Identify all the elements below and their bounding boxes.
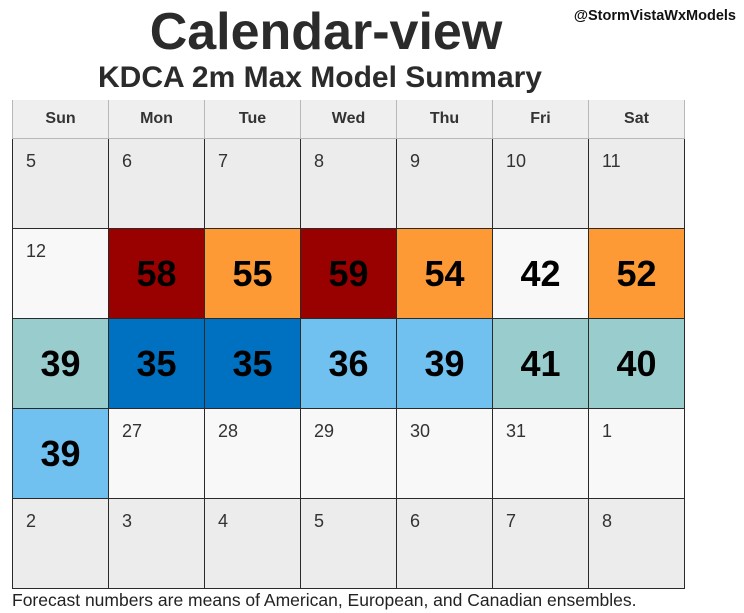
temperature-value: 35 xyxy=(232,342,273,384)
temperature-value: 39 xyxy=(424,342,465,384)
day-cell: 55 xyxy=(204,228,301,319)
day-number: 7 xyxy=(218,151,229,171)
day-cell: 4 xyxy=(204,498,301,589)
footnote: Forecast numbers are means of American, … xyxy=(12,590,637,610)
day-number: 30 xyxy=(410,421,431,441)
day-cell: 12 xyxy=(12,228,109,319)
temperature-value: 40 xyxy=(616,342,657,384)
temperature-value: 36 xyxy=(328,342,369,384)
day-number: 1 xyxy=(602,421,613,441)
temperature-value: 39 xyxy=(40,432,81,474)
day-cell: 59 xyxy=(300,228,397,319)
day-cell: 7 xyxy=(204,138,301,229)
day-cell: 39 xyxy=(12,408,109,499)
temperature-value: 39 xyxy=(40,342,81,384)
day-number: 12 xyxy=(26,241,47,261)
day-number: 5 xyxy=(314,511,325,531)
weekday-header-tue: Tue xyxy=(204,100,301,139)
day-cell: 5 xyxy=(12,138,109,229)
calendar-grid: Sun Mon Tue Wed Thu Fri Sat 5 6 7 8 9 10 11 12 58 55 59 5… xyxy=(12,100,685,589)
day-cell: 54 xyxy=(396,228,493,319)
day-number: 8 xyxy=(602,511,613,531)
day-cell: 8 xyxy=(300,138,397,229)
day-cell: 3 xyxy=(108,498,205,589)
day-number: 9 xyxy=(410,151,421,171)
chart-subtitle: KDCA 2m Max Model Summary xyxy=(64,58,576,98)
weekday-header-wed: Wed xyxy=(300,100,397,139)
temperature-value: 35 xyxy=(136,342,177,384)
day-number: 7 xyxy=(506,511,517,531)
day-number: 4 xyxy=(218,511,229,531)
weekday-header-mon: Mon xyxy=(108,100,205,139)
day-cell: 42 xyxy=(492,228,589,319)
day-cell: 1 xyxy=(588,408,685,499)
day-cell: 11 xyxy=(588,138,685,229)
weekday-header-row: Sun Mon Tue Wed Thu Fri Sat xyxy=(12,100,685,139)
temperature-value: 52 xyxy=(616,252,657,294)
day-number: 27 xyxy=(122,421,143,441)
day-number: 6 xyxy=(122,151,133,171)
day-number: 10 xyxy=(506,151,527,171)
account-handle: @StormVistaWxModels xyxy=(573,8,736,24)
weekday-header-thu: Thu xyxy=(396,100,493,139)
day-number: 6 xyxy=(410,511,421,531)
day-cell: 41 xyxy=(492,318,589,409)
day-cell: 28 xyxy=(204,408,301,499)
temperature-value: 41 xyxy=(520,342,561,384)
day-cell: 6 xyxy=(108,138,205,229)
day-number: 3 xyxy=(122,511,133,531)
day-number: 2 xyxy=(26,511,37,531)
calendar-week-row: 5 6 7 8 9 10 11 xyxy=(12,138,685,229)
day-cell: 27 xyxy=(108,408,205,499)
calendar-week-row: 12 58 55 59 54 42 52 xyxy=(12,228,685,319)
temperature-value: 54 xyxy=(424,252,465,294)
calendar-week-row: 39 27 28 29 30 31 1 xyxy=(12,408,685,499)
temperature-value: 55 xyxy=(232,252,273,294)
page-title: Calendar-view xyxy=(149,3,503,61)
temperature-value: 58 xyxy=(136,252,177,294)
day-cell: 39 xyxy=(12,318,109,409)
day-cell: 35 xyxy=(204,318,301,409)
day-cell: 30 xyxy=(396,408,493,499)
day-cell: 52 xyxy=(588,228,685,319)
day-cell: 29 xyxy=(300,408,397,499)
day-number: 5 xyxy=(26,151,37,171)
day-cell: 9 xyxy=(396,138,493,229)
day-cell: 35 xyxy=(108,318,205,409)
day-number: 28 xyxy=(218,421,239,441)
day-number: 8 xyxy=(314,151,325,171)
day-cell: 36 xyxy=(300,318,397,409)
temperature-value: 59 xyxy=(328,252,369,294)
temperature-value: 42 xyxy=(520,252,561,294)
calendar-week-row: 39 35 35 36 39 41 40 xyxy=(12,318,685,409)
weekday-header-sat: Sat xyxy=(588,100,685,139)
weekday-header-sun: Sun xyxy=(12,100,109,139)
day-cell: 58 xyxy=(108,228,205,319)
day-cell: 10 xyxy=(492,138,589,229)
day-number: 31 xyxy=(506,421,527,441)
day-cell: 7 xyxy=(492,498,589,589)
calendar-body: 5 6 7 8 9 10 11 12 58 55 59 54 42 52 39 35 35 36 39 41 40 39 2… xyxy=(12,138,685,589)
calendar-week-row: 2 3 4 5 6 7 8 xyxy=(12,498,685,589)
weekday-header-fri: Fri xyxy=(492,100,589,139)
day-cell: 8 xyxy=(588,498,685,589)
day-number: 11 xyxy=(602,151,621,171)
day-cell: 39 xyxy=(396,318,493,409)
day-cell: 2 xyxy=(12,498,109,589)
day-cell: 5 xyxy=(300,498,397,589)
day-number: 29 xyxy=(314,421,335,441)
day-cell: 31 xyxy=(492,408,589,499)
day-cell: 6 xyxy=(396,498,493,589)
day-cell: 40 xyxy=(588,318,685,409)
